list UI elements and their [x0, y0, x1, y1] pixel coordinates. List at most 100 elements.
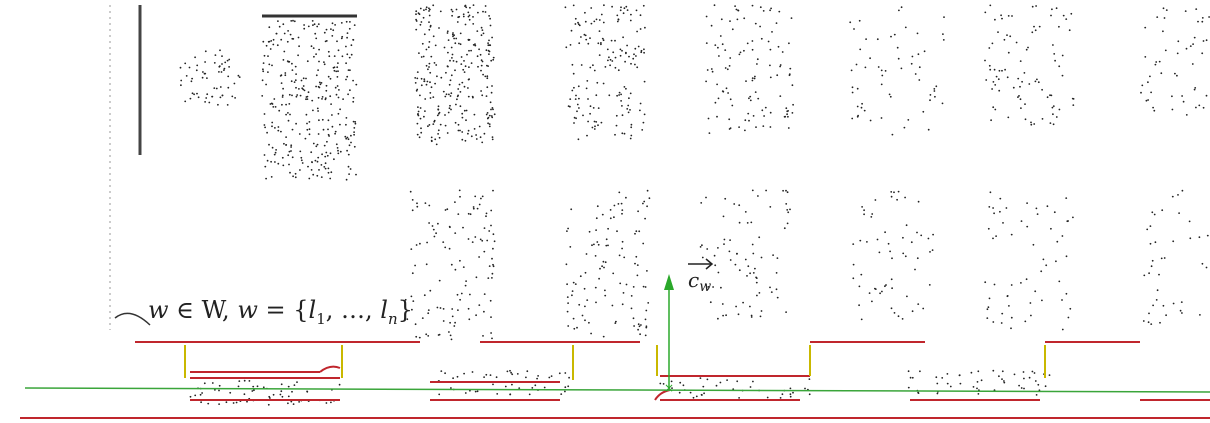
point: [573, 318, 575, 320]
point: [1173, 303, 1175, 305]
point: [881, 117, 883, 119]
point: [709, 132, 711, 134]
point: [282, 165, 284, 167]
point: [578, 107, 580, 109]
point: [486, 49, 488, 51]
point: [217, 104, 219, 106]
point: [350, 135, 352, 137]
point: [1001, 70, 1003, 72]
point: [865, 38, 867, 40]
point: [631, 308, 633, 310]
point: [567, 311, 569, 313]
point: [421, 84, 423, 86]
point: [891, 307, 893, 309]
point: [727, 68, 729, 70]
point: [429, 290, 431, 292]
point: [866, 241, 868, 243]
point: [426, 49, 428, 51]
point: [634, 263, 636, 265]
point: [870, 120, 872, 122]
point: [1154, 214, 1156, 216]
point: [1144, 27, 1146, 29]
point: [733, 203, 735, 205]
point: [622, 36, 624, 38]
point: [447, 66, 449, 68]
point: [585, 21, 587, 23]
point: [220, 86, 222, 88]
point: [271, 103, 273, 105]
point: [473, 208, 475, 210]
point: [1049, 94, 1051, 96]
point: [295, 176, 297, 178]
point: [453, 38, 455, 40]
math-part: ∈ W,: [169, 296, 238, 324]
point: [492, 384, 494, 386]
point: [918, 201, 920, 203]
point: [988, 47, 990, 49]
point: [238, 386, 240, 388]
point: [1051, 8, 1053, 10]
point: [1192, 63, 1194, 65]
point: [455, 38, 457, 40]
point: [287, 402, 289, 404]
point: [465, 140, 467, 142]
point: [1176, 75, 1178, 77]
point: [640, 324, 642, 326]
point: [308, 26, 310, 28]
point: [573, 328, 575, 330]
point: [573, 5, 575, 7]
point: [735, 264, 737, 266]
point: [474, 236, 476, 238]
point: [339, 384, 341, 386]
point: [426, 263, 428, 265]
point: [792, 84, 794, 86]
point: [1030, 124, 1032, 126]
point: [761, 257, 763, 259]
point: [1036, 79, 1038, 81]
point: [856, 64, 858, 66]
point: [610, 59, 612, 61]
point: [303, 77, 305, 79]
point: [621, 50, 623, 52]
point: [298, 37, 300, 39]
point: [480, 54, 482, 56]
point: [444, 372, 446, 374]
point: [941, 377, 943, 379]
point: [631, 124, 633, 126]
point: [477, 390, 479, 392]
point: [427, 125, 429, 127]
point: [779, 95, 781, 97]
point: [315, 53, 317, 55]
point: [280, 131, 282, 133]
point: [1017, 78, 1019, 80]
point: [457, 96, 459, 98]
point: [332, 29, 334, 31]
point: [607, 60, 609, 62]
point: [643, 48, 645, 50]
point: [747, 43, 749, 45]
point: [638, 46, 640, 48]
point: [1058, 281, 1060, 283]
point: [738, 397, 740, 399]
point: [637, 329, 639, 331]
point: [348, 154, 350, 156]
point: [218, 403, 220, 405]
point: [295, 79, 297, 81]
point: [417, 106, 419, 108]
point: [742, 302, 744, 304]
point: [1019, 86, 1021, 88]
point: [317, 69, 319, 71]
point: [584, 12, 586, 14]
point: [770, 49, 772, 51]
point: [270, 161, 272, 163]
point: [730, 259, 732, 261]
point: [536, 378, 538, 380]
point: [282, 96, 284, 98]
point: [567, 296, 569, 298]
point: [1000, 14, 1002, 16]
point: [597, 42, 599, 44]
point: [610, 217, 612, 219]
point: [624, 7, 626, 9]
point: [891, 287, 893, 289]
point: [323, 61, 325, 63]
